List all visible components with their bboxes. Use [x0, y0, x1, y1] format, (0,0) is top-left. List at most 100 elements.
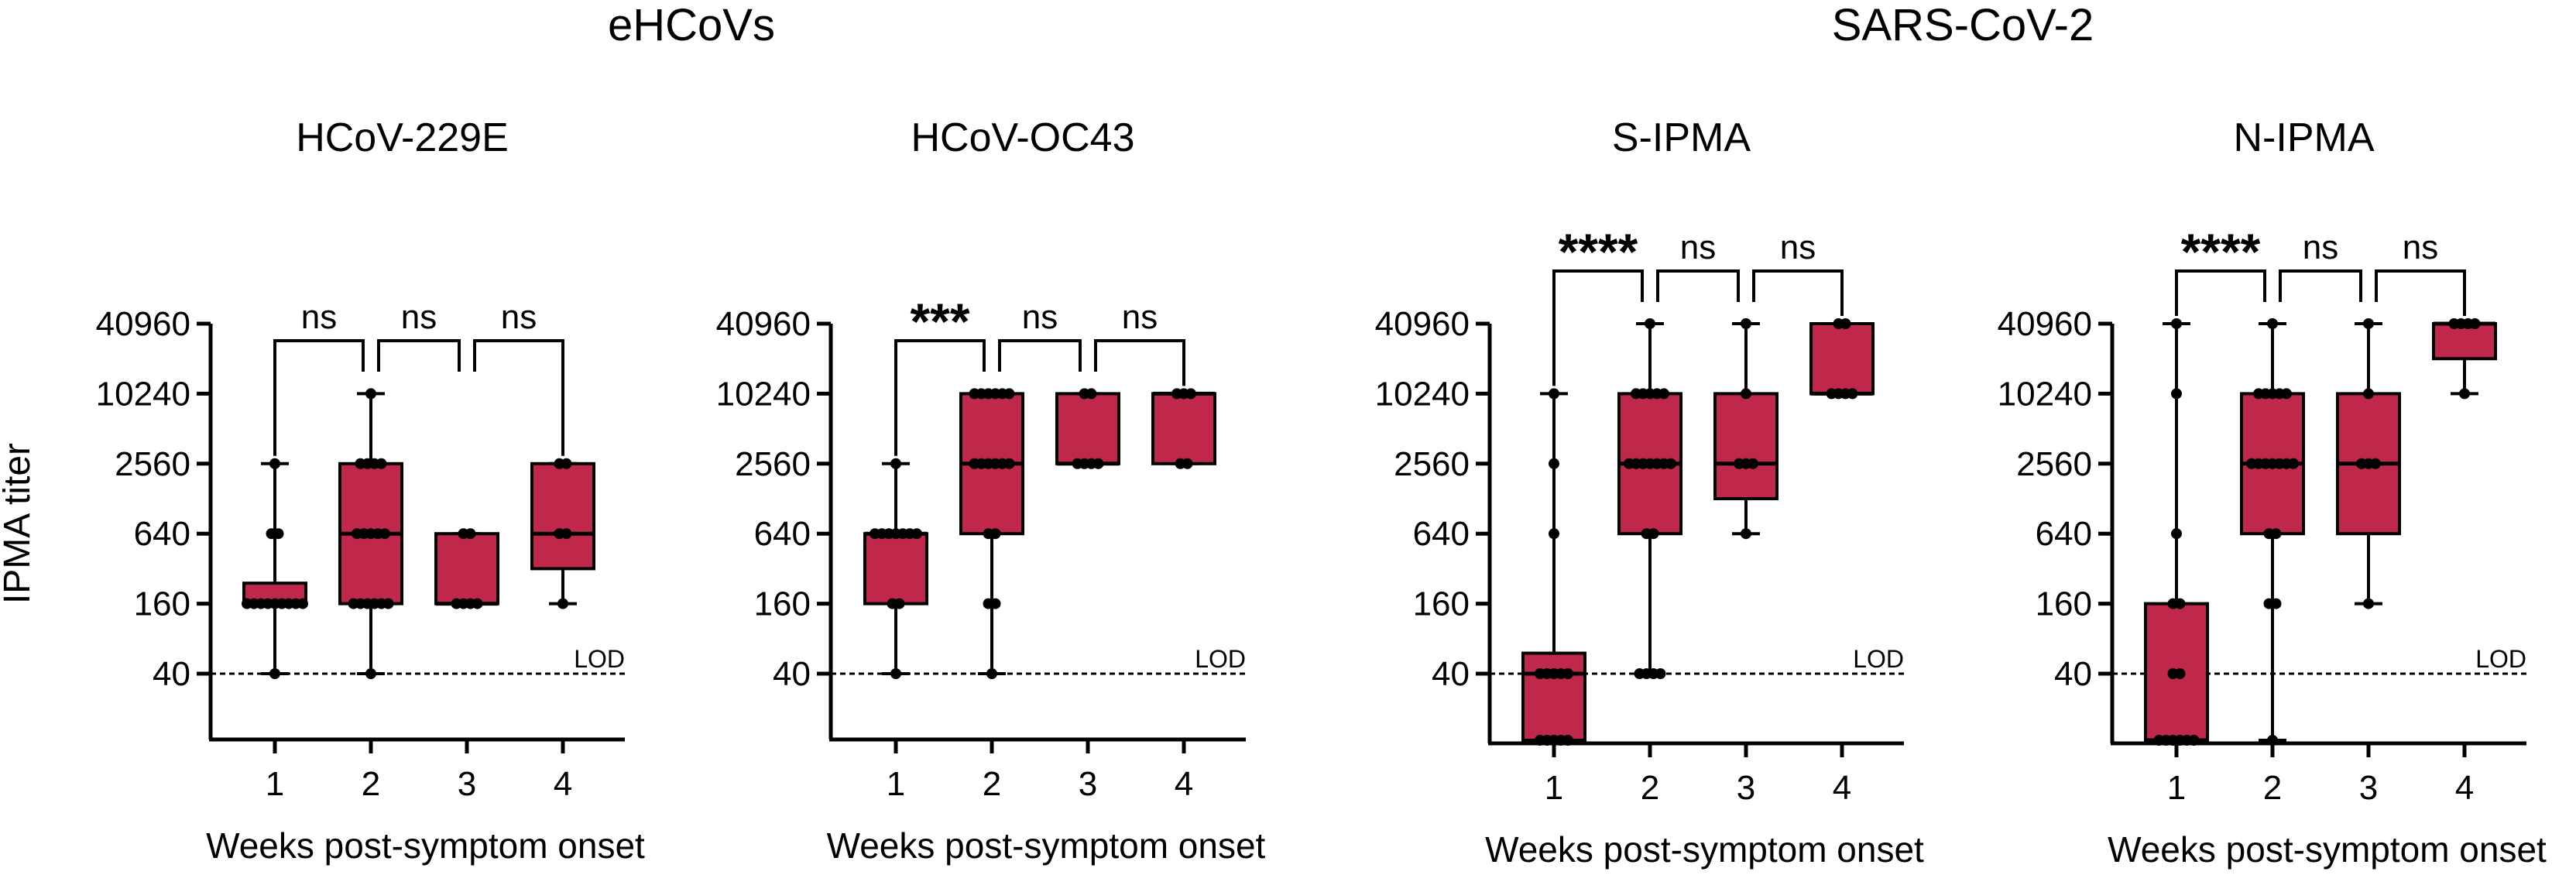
panel-title: HCoV-229E	[296, 115, 509, 160]
significance-label: ***	[910, 293, 969, 350]
x-tick-label: 2	[1641, 769, 1659, 807]
y-tick-label: 10240	[96, 375, 190, 413]
data-point	[2267, 318, 2278, 329]
data-point	[1741, 528, 1751, 540]
y-tick-label: 10240	[1375, 375, 1470, 413]
significance-label: ns	[1122, 298, 1158, 336]
data-point	[557, 598, 568, 609]
y-tick-label: 2560	[115, 445, 190, 483]
significance-label: ns	[1022, 298, 1058, 336]
y-tick-label: 640	[134, 515, 190, 553]
data-point	[1847, 388, 1858, 400]
significance-label: ns	[2303, 228, 2338, 266]
box-week-1	[1521, 392, 1586, 742]
data-point	[1549, 528, 1559, 540]
iqr-box	[863, 532, 928, 606]
data-point	[2171, 528, 2182, 540]
panel-hcov-oc43: HCoV-OC43 40 160 640 2560 10240 40960 LOD 1 2 3 4 We…	[716, 115, 1266, 866]
data-point	[1003, 458, 1015, 469]
x-axis-title: Weeks post-symptom onset	[2108, 829, 2547, 870]
data-point	[1185, 388, 1196, 400]
iqr-box	[434, 532, 499, 606]
y-tick-label: 640	[754, 515, 811, 553]
y-tick-label: 2560	[1394, 445, 1470, 483]
x-tick-label: 3	[458, 765, 476, 803]
data-point	[1748, 458, 1758, 469]
x-tick-label: 4	[2455, 769, 2474, 807]
y-tick-label: 640	[1413, 515, 1470, 553]
x-tick-label: 2	[362, 765, 380, 803]
lod-label: LOD	[1853, 645, 1904, 673]
box-week-4	[1151, 391, 1216, 465]
x-tick-label: 4	[1175, 765, 1193, 803]
data-point	[2363, 388, 2374, 400]
data-point	[365, 668, 376, 679]
iqr-box	[1521, 651, 1586, 742]
x-tick-label: 1	[1545, 769, 1563, 807]
data-point	[2267, 735, 2278, 746]
y-tick-label: 2560	[2016, 445, 2092, 483]
panels: HCoV-229E 40 160 640 2560 10240 40960 LOD 1 2 3 4 We…	[96, 115, 2547, 870]
iqr-box	[1151, 392, 1216, 465]
data-point	[2174, 598, 2186, 609]
data-point	[2171, 388, 2182, 400]
significance-label: ns	[301, 298, 337, 336]
group-title-ehcovs: eHCoVs	[608, 0, 775, 50]
data-point	[269, 458, 280, 469]
data-point	[2459, 388, 2470, 400]
significance-bracket	[1656, 269, 1740, 302]
data-point	[2469, 318, 2481, 329]
significance-label: ns	[1680, 228, 1716, 266]
iqr-box	[530, 462, 595, 571]
y-tick-label: 40	[153, 655, 190, 693]
significance-label: ns	[2403, 228, 2438, 266]
data-point	[1003, 388, 1015, 400]
significance-label: ****	[2181, 223, 2261, 280]
significance-bracket	[1094, 339, 1185, 386]
x-tick-label: 3	[1737, 769, 1755, 807]
data-point	[269, 668, 280, 679]
x-tick-label: 1	[887, 765, 905, 803]
data-point	[1840, 318, 1851, 329]
significance-bracket	[2175, 269, 2266, 316]
x-tick-label: 1	[2167, 769, 2186, 807]
significance-bracket	[473, 339, 564, 456]
box-week-3	[434, 532, 499, 606]
data-point	[986, 668, 997, 679]
lod-label: LOD	[2475, 645, 2526, 673]
box-week-4	[1809, 322, 1875, 396]
data-point	[1645, 318, 1655, 329]
significance-bracket	[2279, 269, 2362, 302]
significance-label: ns	[401, 298, 437, 336]
y-tick-label: 2560	[735, 445, 811, 483]
x-tick-label: 2	[983, 765, 1001, 803]
y-tick-label: 10240	[716, 375, 811, 413]
x-axis-title: Weeks post-symptom onset	[1485, 829, 1924, 870]
x-tick-label: 4	[1833, 769, 1851, 807]
iqr-box	[1055, 392, 1120, 465]
significance-bracket	[998, 339, 1082, 372]
data-point	[472, 598, 483, 609]
significance-bracket	[1552, 269, 1644, 386]
significance-bracket	[1752, 269, 1844, 316]
data-point	[990, 528, 1001, 540]
data-point	[379, 528, 390, 540]
significance-label: ns	[1780, 228, 1816, 266]
box-week-2	[1617, 322, 1682, 675]
box-week-3	[1713, 322, 1779, 536]
panel-n-ipma: N-IPMA 40 160 640 2560 10240 40960 LOD 1 2 3 4 Weeks…	[1998, 115, 2547, 870]
significance-bracket	[894, 339, 986, 456]
y-tick-label: 10240	[1998, 375, 2092, 413]
panel-title: S-IPMA	[1612, 115, 1751, 160]
y-tick-label: 40	[773, 655, 811, 693]
x-axis-title: Weeks post-symptom onset	[827, 825, 1266, 866]
x-tick-label: 3	[2359, 769, 2378, 807]
iqr-box	[2432, 322, 2497, 361]
data-point	[2270, 598, 2282, 609]
data-point	[911, 528, 922, 540]
y-tick-label: 160	[754, 585, 811, 623]
data-point	[465, 528, 476, 540]
data-point	[376, 458, 387, 469]
data-point	[561, 528, 572, 540]
